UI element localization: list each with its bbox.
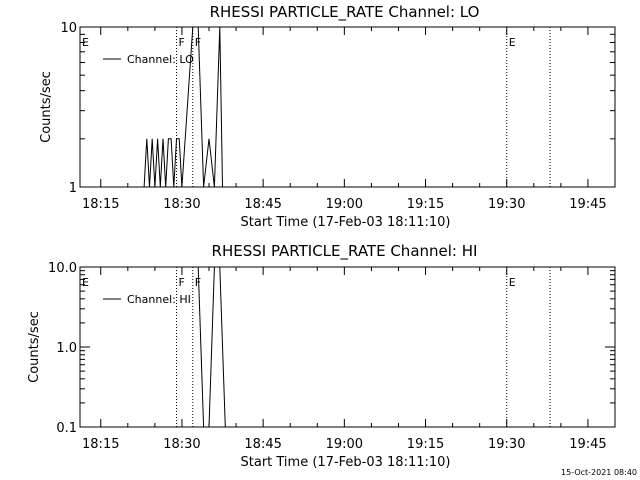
event-marker-label: E bbox=[82, 276, 89, 289]
y-tick-label: 1.0 bbox=[56, 341, 77, 356]
y-tick-label: 10.0 bbox=[48, 261, 77, 276]
x-axis-label: Start Time (17-Feb-03 18:11:10) bbox=[241, 455, 451, 470]
x-tick-label: 19:45 bbox=[569, 197, 606, 212]
chart-title: RHESSI PARTICLE_RATE Channel: LO bbox=[210, 3, 480, 22]
hi-channel-chart: RHESSI PARTICLE_RATE Channel: HI Counts/s… bbox=[27, 242, 616, 470]
x-tick-label: 18:30 bbox=[163, 437, 200, 452]
event-marker-label: F bbox=[179, 36, 185, 49]
x-tick-label: 19:15 bbox=[407, 197, 444, 212]
y-tick-label: 1 bbox=[69, 181, 77, 196]
legend-label: Channel: HI bbox=[127, 293, 191, 306]
plot-frame bbox=[79, 26, 616, 188]
x-tick-label: 19:45 bbox=[569, 437, 606, 452]
y-tick-label: 0.1 bbox=[56, 421, 77, 436]
y-axis-label: Counts/sec bbox=[39, 71, 54, 143]
x-tick-label: 18:15 bbox=[82, 197, 119, 212]
x-tick-label: 19:30 bbox=[488, 197, 525, 212]
event-marker-label: F bbox=[195, 36, 201, 49]
x-tick-label: 19:00 bbox=[326, 197, 363, 212]
y-axis-label: Counts/sec bbox=[27, 311, 42, 383]
event-marker-label: E bbox=[509, 276, 516, 289]
y-tick-label: 10 bbox=[60, 21, 77, 36]
timestamp-stamp: 15-Oct-2021 08:40 bbox=[561, 468, 637, 477]
legend-label: Channel: LO bbox=[127, 53, 194, 66]
x-tick-label: 19:30 bbox=[488, 437, 525, 452]
chart-title: RHESSI PARTICLE_RATE Channel: HI bbox=[212, 242, 478, 261]
event-marker-label: F bbox=[195, 276, 201, 289]
x-tick-label: 18:45 bbox=[244, 437, 281, 452]
series-line bbox=[192, 266, 226, 428]
series-line bbox=[143, 26, 226, 188]
plot-frame bbox=[79, 266, 616, 428]
x-tick-label: 19:15 bbox=[407, 437, 444, 452]
event-marker-label: E bbox=[82, 36, 89, 49]
x-tick-label: 18:30 bbox=[163, 197, 200, 212]
x-tick-label: 18:45 bbox=[244, 197, 281, 212]
event-marker-label: F bbox=[179, 276, 185, 289]
event-marker-label: E bbox=[509, 36, 516, 49]
x-tick-label: 19:00 bbox=[326, 437, 363, 452]
lo-channel-chart: RHESSI PARTICLE_RATE Channel: LO Counts/s… bbox=[39, 3, 616, 230]
x-axis-label: Start Time (17-Feb-03 18:11:10) bbox=[241, 215, 451, 230]
x-tick-label: 18:15 bbox=[82, 437, 119, 452]
